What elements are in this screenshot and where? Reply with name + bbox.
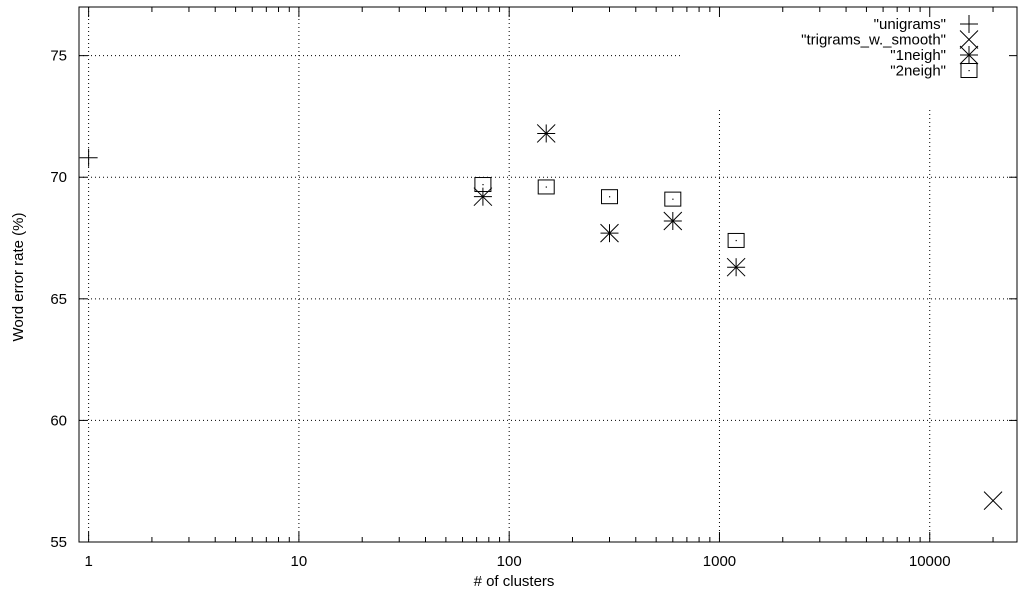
data-points: [79, 124, 1003, 511]
data-point: [601, 189, 619, 205]
data-point: [664, 191, 682, 207]
y-tick-label: 75: [50, 48, 67, 65]
legend-marker: [960, 15, 978, 33]
data-point: [536, 124, 556, 143]
y-tick-label: 65: [50, 291, 67, 308]
legend: "unigrams""trigrams_w._smooth""1neigh""2…: [801, 15, 979, 80]
data-point: [79, 148, 98, 167]
data-point: [727, 232, 745, 248]
data-point: [537, 179, 555, 195]
data-point: [474, 177, 492, 193]
plot-border: [78, 6, 1018, 543]
data-point: [600, 223, 619, 243]
legend-label: "1neigh": [890, 47, 946, 64]
x-tick-label: 10: [291, 553, 308, 570]
plot-frame: [78, 6, 1018, 543]
legend-marker: [959, 45, 979, 65]
data-point: [473, 187, 493, 207]
x-tick-label: 100: [497, 553, 522, 570]
legend-label: "trigrams_w._smooth": [801, 32, 946, 49]
axis-ticks: [79, 7, 1017, 543]
data-point: [983, 491, 1003, 511]
data-point: [726, 257, 746, 277]
legend-marker: [959, 30, 979, 49]
x-axis-label: # of clusters: [474, 573, 555, 590]
y-axis-label: Word error rate (%): [10, 213, 27, 342]
y-tick-label: 55: [50, 534, 67, 551]
legend-label: "unigrams": [874, 16, 946, 33]
y-tick-label: 70: [50, 169, 67, 186]
x-tick-label: 1: [84, 553, 92, 570]
data-point: [663, 211, 683, 231]
x-tick-label: 10000: [909, 553, 951, 570]
tick-labels: 55 60 65 70 75 1 10 100 1000 10000: [50, 48, 950, 570]
x-tick-label: 1000: [703, 553, 736, 570]
y-tick-label: 60: [50, 412, 67, 429]
legend-marker: [960, 63, 978, 78]
grid-layer: [79, 7, 1017, 542]
legend-label: "2neigh": [890, 63, 946, 80]
